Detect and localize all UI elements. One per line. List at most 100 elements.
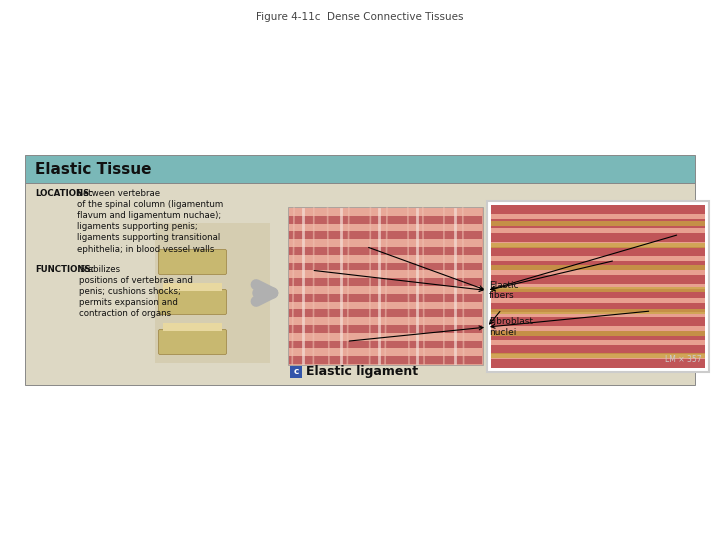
Text: Elastic ligament: Elastic ligament — [306, 366, 418, 379]
FancyBboxPatch shape — [158, 289, 227, 314]
Bar — [289, 251, 482, 255]
Bar — [289, 286, 482, 290]
Bar — [491, 205, 705, 368]
Bar — [491, 331, 705, 336]
Text: FUNCTIONS:: FUNCTIONS: — [35, 265, 94, 274]
Bar — [491, 312, 705, 317]
Bar — [289, 352, 482, 356]
Text: LOCATIONS:: LOCATIONS: — [35, 189, 93, 198]
Bar — [491, 252, 705, 256]
Bar — [491, 266, 705, 270]
Bar — [491, 243, 705, 248]
Bar — [289, 274, 482, 278]
Bar — [491, 205, 705, 210]
Bar — [491, 303, 705, 307]
Bar — [491, 275, 705, 280]
Bar — [491, 340, 705, 345]
Bar — [289, 267, 482, 271]
Bar — [491, 353, 705, 358]
Bar — [163, 283, 222, 291]
Bar — [290, 366, 302, 378]
Bar — [289, 224, 482, 227]
Bar — [491, 354, 705, 359]
Bar — [289, 309, 482, 313]
Bar — [491, 307, 705, 312]
Bar — [289, 341, 482, 345]
Bar — [289, 227, 482, 232]
Bar — [491, 349, 705, 354]
Bar — [491, 293, 705, 298]
Bar — [491, 345, 705, 349]
Bar — [289, 232, 482, 235]
Bar — [491, 247, 705, 252]
Bar — [491, 363, 705, 368]
Text: LM × 357: LM × 357 — [665, 355, 702, 364]
Bar — [289, 255, 482, 259]
Bar — [25, 183, 695, 385]
Bar — [491, 233, 705, 238]
Bar — [289, 356, 482, 360]
Text: Fibroblast
nuclei: Fibroblast nuclei — [489, 318, 533, 337]
Bar — [289, 313, 482, 317]
Bar — [491, 321, 705, 326]
Bar — [288, 207, 483, 365]
Text: Figure 4-11c  Dense Connective Tissues: Figure 4-11c Dense Connective Tissues — [256, 12, 464, 22]
Bar — [289, 262, 482, 267]
Bar — [289, 282, 482, 286]
Text: c: c — [293, 368, 299, 376]
Bar — [491, 224, 705, 228]
Text: Elastic
fibers: Elastic fibers — [489, 281, 518, 300]
Bar — [289, 208, 482, 212]
Bar — [163, 323, 222, 331]
Bar — [491, 298, 705, 303]
Bar — [289, 348, 482, 352]
Bar — [289, 259, 482, 262]
Bar — [289, 306, 482, 309]
Bar — [289, 345, 482, 348]
Bar — [289, 360, 482, 364]
Bar — [289, 235, 482, 239]
Bar — [155, 223, 270, 363]
Bar — [491, 210, 705, 214]
Bar — [289, 247, 482, 251]
Text: Stabilizes
positions of vertebrae and
penis; cushions shocks;
permits expansion : Stabilizes positions of vertebrae and pe… — [79, 265, 193, 319]
Bar — [289, 321, 482, 325]
Bar — [289, 317, 482, 321]
Bar — [289, 239, 482, 243]
Bar — [487, 201, 709, 372]
Bar — [491, 214, 705, 219]
Bar — [289, 302, 482, 306]
Bar — [289, 325, 482, 329]
Bar — [491, 270, 705, 275]
Bar — [491, 309, 705, 314]
Bar — [289, 329, 482, 333]
Bar — [491, 238, 705, 242]
Bar — [491, 256, 705, 261]
Bar — [289, 271, 482, 274]
Bar — [491, 359, 705, 363]
Bar — [289, 290, 482, 294]
Bar — [491, 317, 705, 321]
Bar — [491, 335, 705, 340]
FancyBboxPatch shape — [158, 329, 227, 354]
Bar — [289, 216, 482, 220]
Bar — [25, 155, 695, 183]
Bar — [491, 326, 705, 330]
Bar — [289, 294, 482, 298]
Text: Between vertebrae
of the spinal column (ligamentum
flavum and ligamentum nuchae): Between vertebrae of the spinal column (… — [77, 189, 223, 253]
Bar — [289, 208, 482, 364]
Bar — [491, 265, 705, 270]
Text: Elastic Tissue: Elastic Tissue — [35, 161, 151, 177]
Bar — [491, 219, 705, 224]
Bar — [289, 337, 482, 341]
Bar — [491, 280, 705, 284]
Bar — [289, 278, 482, 282]
Bar — [491, 228, 705, 233]
Bar — [491, 261, 705, 266]
Bar — [491, 289, 705, 293]
Bar — [491, 287, 705, 292]
Bar — [491, 330, 705, 335]
Bar — [289, 220, 482, 224]
Bar — [289, 212, 482, 216]
FancyBboxPatch shape — [158, 249, 227, 274]
